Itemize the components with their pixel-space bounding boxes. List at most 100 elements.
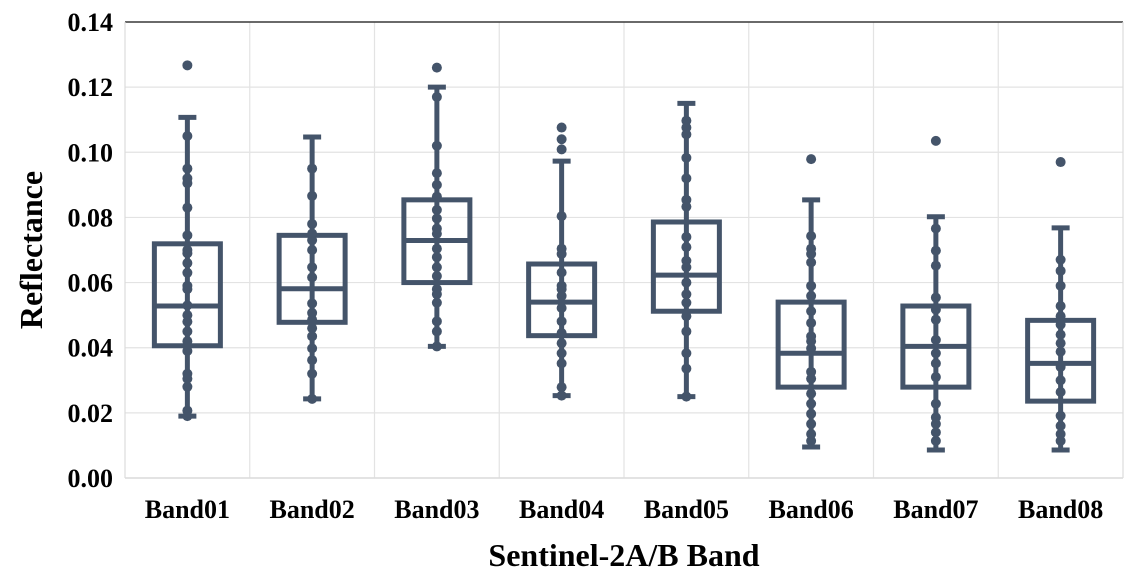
data-point <box>681 201 692 212</box>
data-point <box>182 326 193 337</box>
x-tick-label: Band03 <box>394 495 479 524</box>
data-point <box>182 316 193 327</box>
data-point <box>681 129 692 140</box>
x-tick-label: Band04 <box>519 495 604 524</box>
data-point <box>681 231 692 242</box>
data-point <box>1055 420 1066 431</box>
data-point <box>806 317 817 328</box>
data-point <box>1055 319 1066 330</box>
box-band04 <box>526 122 598 401</box>
x-axis-title: Sentinel-2A/B Band <box>488 537 759 572</box>
y-tick-label: 0.10 <box>68 138 114 167</box>
y-tick-label: 0.00 <box>68 464 114 493</box>
data-point <box>806 429 817 440</box>
data-point <box>681 297 692 308</box>
x-tick-label: Band05 <box>644 495 729 524</box>
data-point <box>431 140 442 151</box>
y-axis-title: Reflectance <box>13 171 49 329</box>
y-tick-label: 0.08 <box>68 203 114 232</box>
boxes <box>151 60 1097 453</box>
box-band01 <box>151 60 223 422</box>
outlier-point <box>556 134 567 145</box>
data-point <box>681 152 692 163</box>
data-point <box>681 122 692 133</box>
data-point <box>431 213 442 224</box>
y-tick-label: 0.12 <box>68 73 114 102</box>
data-point <box>1055 338 1066 349</box>
data-point <box>930 314 941 325</box>
x-tick-label: Band01 <box>145 495 230 524</box>
data-point <box>431 326 442 337</box>
data-point <box>1055 280 1066 291</box>
data-point <box>1055 254 1066 265</box>
data-point <box>431 228 442 239</box>
data-point <box>307 368 318 379</box>
data-point <box>681 311 692 322</box>
data-point <box>307 355 318 366</box>
data-point <box>556 390 567 401</box>
data-point <box>182 373 193 384</box>
x-tick-label: Band06 <box>768 495 853 524</box>
data-point <box>806 388 817 399</box>
outlier-point <box>930 135 941 146</box>
data-point <box>1055 301 1066 312</box>
data-point <box>1055 346 1066 357</box>
data-point <box>307 323 318 334</box>
data-point <box>182 300 193 311</box>
data-point <box>431 289 442 300</box>
box-band02 <box>276 134 348 404</box>
outlier-point <box>556 122 567 133</box>
data-point <box>307 190 318 201</box>
data-point <box>806 248 817 259</box>
data-point <box>307 262 318 273</box>
y-tick-label: 0.06 <box>68 269 114 298</box>
data-point <box>182 381 193 392</box>
data-point <box>806 257 817 268</box>
grid <box>124 21 1124 479</box>
data-point <box>556 328 567 339</box>
data-point <box>1055 435 1066 446</box>
x-tick-label: Band02 <box>269 495 354 524</box>
x-tick-labels: Band01 Band02 Band03 Band04 Band05 Band06 Band… <box>145 495 1104 524</box>
box-band06 <box>775 154 847 450</box>
data-point <box>431 168 442 179</box>
data-point <box>681 277 692 288</box>
data-point <box>307 163 318 174</box>
data-point <box>930 292 941 303</box>
data-point <box>307 314 318 325</box>
data-point <box>307 343 318 354</box>
x-tick-label: Band07 <box>893 495 978 524</box>
data-point <box>681 194 692 205</box>
data-point <box>431 262 442 273</box>
data-point <box>182 248 193 259</box>
y-tick-label: 0.14 <box>68 8 114 37</box>
data-point <box>930 372 941 383</box>
data-point <box>930 304 941 315</box>
data-point <box>431 297 442 308</box>
data-point <box>930 427 941 438</box>
data-point <box>556 248 567 259</box>
data-point <box>556 284 567 295</box>
data-point <box>1055 429 1066 440</box>
data-point <box>930 418 941 429</box>
data-point <box>1055 265 1066 276</box>
y-tick-labels: 0.00 0.02 0.04 0.06 0.08 0.10 0.12 0.14 <box>68 8 114 493</box>
data-point <box>556 358 567 369</box>
data-point <box>431 204 442 215</box>
data-point <box>182 258 193 269</box>
data-point <box>806 366 817 377</box>
data-point <box>182 163 193 174</box>
data-point <box>556 316 567 327</box>
data-point <box>431 191 442 202</box>
outlier-point <box>806 154 817 165</box>
data-point <box>556 211 567 222</box>
box-band03 <box>401 62 473 352</box>
data-point <box>1055 361 1066 372</box>
data-point <box>806 306 817 317</box>
data-point <box>806 418 817 429</box>
data-point <box>806 398 817 409</box>
box-iqr <box>775 299 847 390</box>
data-point <box>1055 387 1066 398</box>
data-point <box>307 235 318 246</box>
